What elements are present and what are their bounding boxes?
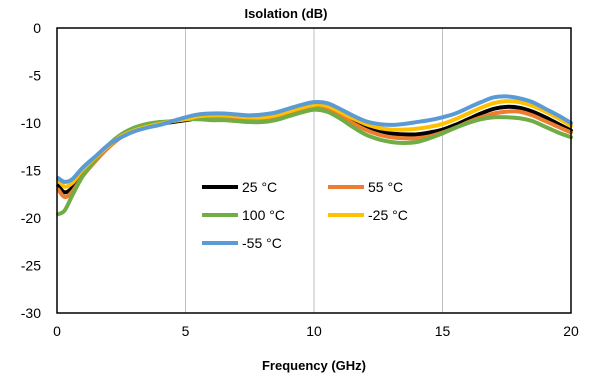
y-tick-label: 0 — [33, 20, 41, 36]
series-line-1 — [56, 106, 573, 200]
x-tick-label: 15 — [435, 323, 451, 339]
x-tick-label: 5 — [182, 323, 190, 339]
legend-label-1: 55 °C — [368, 179, 403, 195]
y-tick-label: -10 — [21, 115, 41, 131]
y-tick-label: -30 — [21, 305, 41, 321]
legend-label-0: 25 °C — [242, 179, 277, 195]
legend-label-4: -55 °C — [242, 235, 282, 251]
y-tick-label: -5 — [29, 68, 42, 84]
legend: 25 °C 55 °C 100 °C -25 °C -55 °C — [202, 179, 408, 251]
plot-area — [56, 27, 572, 314]
x-axis-label: Frequency (GHz) — [262, 358, 366, 373]
chart-title: Isolation (dB) — [244, 6, 327, 21]
y-tick-label: -15 — [21, 163, 41, 179]
series-lines — [56, 94, 573, 217]
series-line-4 — [56, 94, 573, 184]
legend-label-3: -25 °C — [368, 207, 408, 223]
y-tick-label: -25 — [21, 258, 41, 274]
x-tick-label: 0 — [53, 323, 61, 339]
tick-labels: 0 5 10 15 20 0 -5 -10 -15 -20 -25 -30 — [21, 20, 579, 339]
y-tick-label: -20 — [21, 210, 41, 226]
x-tick-label: 20 — [563, 323, 579, 339]
series-line-0 — [56, 104, 573, 195]
legend-label-2: 100 °C — [242, 207, 285, 223]
grid-lines — [185, 28, 443, 313]
x-tick-label: 10 — [306, 323, 322, 339]
series-line-2 — [56, 107, 573, 217]
